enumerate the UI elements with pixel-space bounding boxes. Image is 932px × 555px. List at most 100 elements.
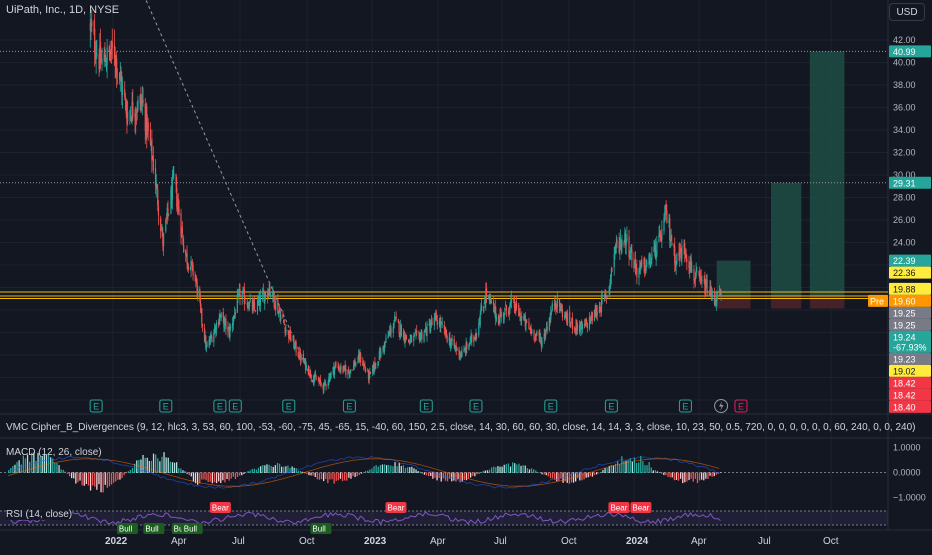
time-tick-label: 2023 [364, 536, 387, 547]
candle-body [208, 339, 210, 347]
candle-body [181, 227, 183, 238]
candle-body [303, 361, 305, 363]
candle-body [435, 314, 437, 316]
macd-bar [581, 472, 583, 481]
candle-body [428, 323, 430, 326]
candle-body [275, 300, 277, 311]
candle-body [494, 306, 496, 313]
macd-bar [417, 470, 419, 473]
price-label-bg [889, 364, 931, 377]
macd-bar [171, 462, 174, 473]
macd-bar [201, 472, 203, 480]
price-tick-label: 32.00 [893, 148, 916, 158]
candle-body [367, 369, 369, 371]
candle-body [520, 317, 522, 320]
macd-bar [440, 472, 442, 482]
candle-body [170, 189, 172, 215]
macd-bar [436, 472, 438, 481]
macd-bar [251, 468, 253, 473]
macd-bar [115, 472, 117, 482]
currency-button[interactable]: USD [889, 3, 925, 21]
macd-bar [390, 465, 392, 473]
candle-body [310, 374, 312, 379]
candle-body [220, 313, 222, 318]
earnings-e-icon [604, 399, 618, 413]
candle-body [479, 314, 481, 326]
macd-bar [606, 468, 608, 473]
macd-bar [100, 472, 102, 493]
macd-bar [367, 470, 369, 473]
macd-bar [451, 472, 453, 482]
candle-body [357, 353, 360, 360]
candle-body [409, 339, 411, 344]
macd-bar [587, 472, 589, 478]
candle-body [490, 300, 493, 303]
macd-bar [327, 472, 329, 484]
candle-body [114, 57, 116, 65]
candle-body [684, 243, 686, 254]
candle-body [581, 324, 584, 330]
macd-bar [129, 469, 132, 473]
macd-bar [215, 472, 218, 484]
earnings-e-icon [544, 399, 558, 413]
price-label-bg [889, 45, 931, 58]
candle-body [190, 260, 192, 270]
macd-bar [589, 472, 591, 477]
candle-body [293, 338, 295, 349]
candle-body [372, 365, 375, 372]
candle-body [253, 303, 255, 305]
macd-bar [320, 472, 323, 480]
rsi-indicator-title[interactable]: RSI (14, close) [6, 509, 73, 520]
candle-body [571, 317, 573, 322]
macd-bar [66, 472, 69, 474]
time-tick-label: Oct [299, 536, 315, 547]
candle-body [327, 381, 329, 386]
candle-body [186, 252, 188, 264]
candle-body [329, 376, 331, 381]
macd-bar [669, 472, 671, 478]
macd-bar [148, 461, 150, 473]
macd-bar [688, 472, 690, 481]
candle-body [110, 40, 113, 54]
symbol-title[interactable]: UiPath, Inc., 1D, NYSE [6, 4, 120, 16]
macd-bar [71, 472, 73, 479]
macd-bar [138, 459, 140, 473]
candle-body [631, 249, 633, 261]
macd-bar [35, 460, 37, 473]
candle-body [699, 277, 702, 279]
price-label-10: 19.02 [889, 364, 931, 377]
candle-body [581, 323, 583, 330]
candle-body [367, 370, 370, 380]
candle-body [666, 210, 668, 224]
candle-body [324, 381, 326, 384]
price-label-6: 19.25 [889, 306, 931, 319]
candle-body [215, 327, 217, 332]
lightning-bolt [719, 401, 724, 411]
macd-bar [541, 472, 543, 475]
macd-bar [285, 466, 287, 473]
candle-body [559, 306, 561, 312]
candle-body [157, 189, 159, 206]
candle-body [566, 313, 569, 325]
candle-body [424, 330, 426, 332]
macd-bar [335, 472, 337, 481]
macd-indicator-title[interactable]: MACD (12, 26, close) [6, 447, 102, 458]
macd-bar [211, 472, 213, 484]
candle-body [378, 351, 380, 361]
macd-bar [341, 472, 344, 482]
vmc-indicator-title[interactable]: VMC Cipher_B_Divergences (9, 12, hlc3, 3… [6, 422, 916, 433]
macd-bar [56, 462, 58, 473]
macd-bar [77, 472, 79, 483]
candle-body [222, 311, 224, 318]
candle-body [610, 268, 612, 277]
candle-body [230, 326, 232, 328]
candle-body [187, 265, 189, 270]
candle-body [210, 336, 212, 338]
macd-bar [331, 472, 333, 480]
candle-body [176, 187, 178, 208]
candle-body [141, 100, 143, 106]
price-label-0: 40.99 [889, 45, 931, 58]
candle-body [515, 302, 517, 311]
